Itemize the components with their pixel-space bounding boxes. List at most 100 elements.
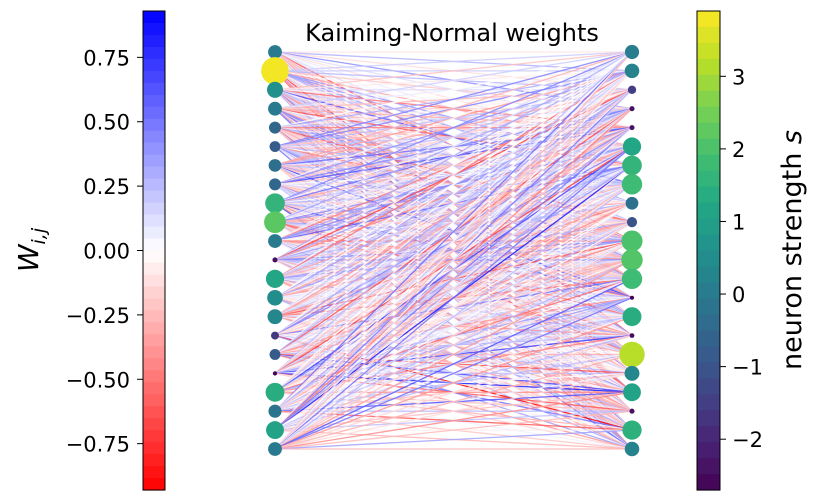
weight-colorbar-band [143,22,165,36]
input-neuron [267,309,283,325]
output-neuron [622,307,642,327]
strength-colorbar-band [697,154,720,172]
input-neuron [265,193,285,214]
input-neuron [269,178,281,191]
weight-colorbar-band [143,250,165,264]
strength-colorbar-band [697,442,720,459]
strength-colorbar-band [697,170,720,188]
input-neuron [268,404,282,418]
weight-colorbar-band [143,406,165,419]
output-neuron [629,125,635,131]
weight-edge [274,240,633,450]
weight-edge [274,51,633,431]
strength-colorbar-band [697,234,720,252]
input-neuron [261,57,289,85]
weight-colorbar-tick-label: 0.50 [83,111,130,135]
weight-colorbar-band [143,11,165,24]
weight-colorbar-band [143,106,165,120]
strength-colorbar-band [697,90,720,108]
output-neuron [629,408,635,414]
weight-edge [274,202,633,450]
weight-colorbar-band [143,454,165,467]
output-neuron [625,196,639,210]
weight-label-main: W [12,243,45,272]
weight-colorbar-band [143,214,165,228]
strength-colorbar-band [697,330,720,347]
weight-edge [274,51,633,185]
weight-edge [274,51,633,337]
input-neuron [266,421,284,440]
weight-colorbar-gradient [143,11,165,491]
strength-colorbar-band [697,426,720,443]
weight-edge [274,164,633,450]
strength-colorbar-band [697,458,720,475]
strength-colorbar-band [697,346,720,363]
weight-colorbar-label: Wi,j [12,227,50,272]
input-neuron [265,382,285,402]
weight-colorbar-band [143,166,165,180]
output-neuron [622,155,642,176]
input-neuron [268,442,282,456]
weight-edge [274,108,633,450]
weight-colorbar-band [143,130,165,144]
weight-edge [274,259,633,450]
weight-edge [274,51,633,223]
weight-colorbar-band [143,370,165,383]
strength-colorbar-band [697,122,720,140]
weight-colorbar-band [143,442,165,455]
weight-colorbar-band [143,430,165,443]
weight-colorbar-band [143,202,165,216]
output-neuron [621,249,643,271]
input-neuron [264,211,286,234]
strength-colorbar-tick-label: −1 [732,356,763,380]
strength-colorbar-band [697,74,720,92]
strength-colorbar-tick-label: −2 [732,428,763,452]
weight-edge [274,51,633,412]
weight-edge [274,316,633,450]
strength-colorbar-tick-label: 3 [732,65,745,89]
weight-colorbar-ticks: 0.75 0.50 0.25 0.00 −0.25 −0.50 −0.75 [66,46,143,457]
weight-edge [274,51,633,280]
weight-colorbar-band [143,418,165,431]
strength-colorbar-tick-label: 1 [732,210,745,234]
strength-colorbar-label: neuron strength s [777,130,808,370]
weight-edge [274,127,633,450]
weight-colorbar: 0.75 0.50 0.25 0.00 −0.25 −0.50 −0.75 Wi,j [12,10,166,491]
weight-colorbar-band [143,346,165,359]
output-neuron [623,383,641,402]
output-neuron [626,217,638,228]
weight-edge [274,51,633,167]
weight-colorbar-band [143,358,165,371]
output-neuron [629,333,635,338]
weight-colorbar-tick-label: 0.25 [83,175,130,199]
weight-colorbar-band [143,154,165,168]
weight-edge [274,51,633,129]
strength-colorbar-band [697,394,720,411]
weight-colorbar-band [143,82,165,96]
output-neuron [621,230,643,252]
output-neuron [630,295,634,300]
strength-colorbar-band [697,26,720,44]
strength-label-variable: s [777,130,808,144]
weight-edge [274,51,633,299]
weight-colorbar-tick-label: 0.75 [83,46,130,70]
strength-label-main: neuron strength [777,144,808,370]
strength-colorbar-band [697,266,720,284]
chart-title: Kaiming-Normal weights [305,19,599,47]
weight-colorbar-band [143,334,165,347]
neuron-nodes [261,44,645,457]
input-neuron [268,101,282,116]
weight-colorbar-tick-label: −0.25 [66,304,130,328]
output-neuron [629,106,635,112]
weight-colorbar-band [143,178,165,192]
weight-edge [274,221,633,450]
output-neuron [622,137,642,156]
output-neuron [627,85,637,94]
weight-colorbar-band [143,382,165,395]
weight-colorbar-band [143,478,165,491]
weight-edge [274,51,633,374]
weight-colorbar-band [143,310,165,323]
strength-colorbar-tick-label: 2 [732,138,745,162]
weight-edge [274,297,633,450]
